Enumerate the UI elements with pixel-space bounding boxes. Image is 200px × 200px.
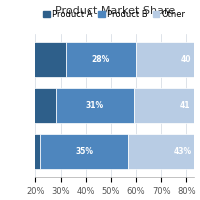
- Bar: [136, 42, 200, 77]
- Bar: [0, 42, 66, 77]
- Text: 22%: 22%: [4, 147, 22, 156]
- Bar: [66, 42, 136, 77]
- Text: 41: 41: [180, 101, 190, 110]
- Bar: [0, 134, 40, 169]
- Text: 31%: 31%: [85, 101, 104, 110]
- Title: Product Market Share: Product Market Share: [55, 6, 175, 16]
- Legend: Product A, Product B, Other: Product A, Product B, Other: [40, 7, 189, 22]
- Bar: [40, 134, 128, 169]
- Text: 2%: 2%: [19, 55, 32, 64]
- Text: 43%: 43%: [174, 147, 192, 156]
- Text: 35%: 35%: [75, 147, 93, 156]
- Text: 5: 5: [18, 101, 23, 110]
- Text: 28%: 28%: [92, 55, 110, 64]
- Bar: [134, 88, 200, 123]
- Bar: [0, 88, 56, 123]
- Bar: [128, 134, 200, 169]
- Text: 40: 40: [181, 55, 192, 64]
- Bar: [56, 88, 134, 123]
